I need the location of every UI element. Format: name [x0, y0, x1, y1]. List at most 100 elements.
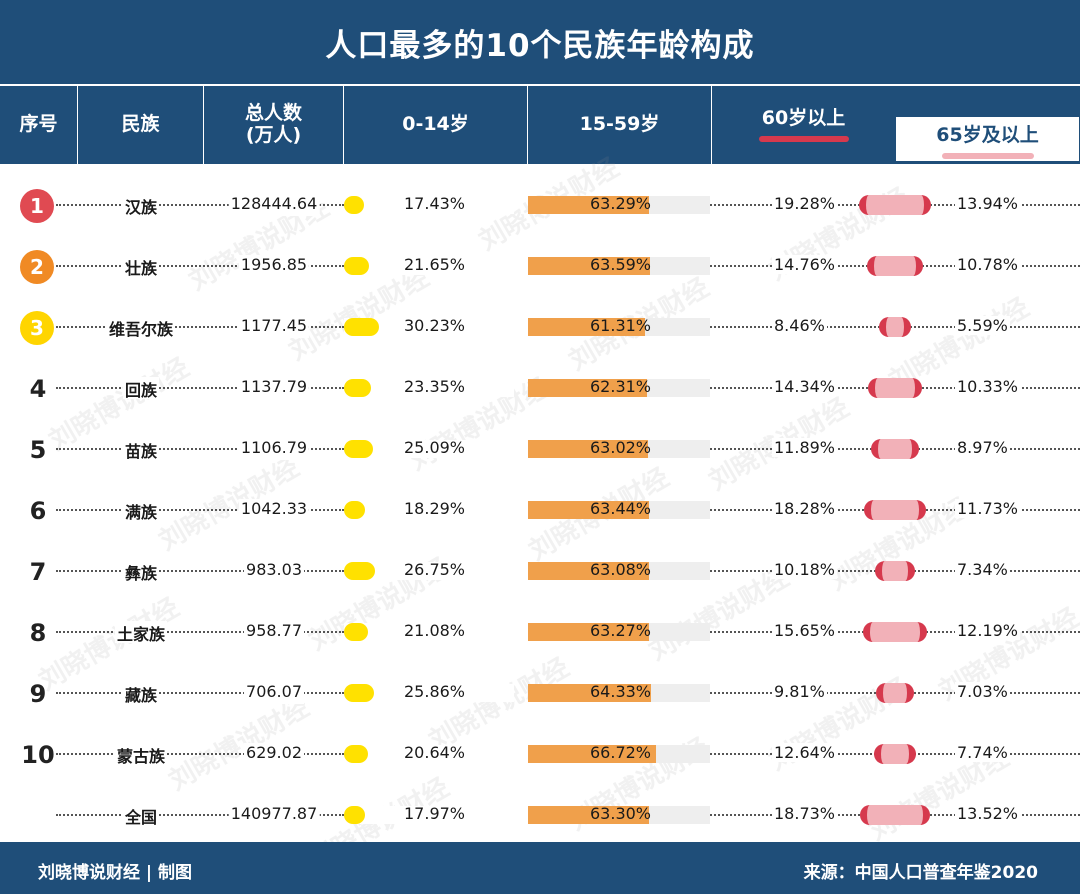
bar-0-14 [344, 745, 368, 763]
total-population: 1177.45 [238, 316, 310, 338]
rank-number: 6 [29, 497, 47, 525]
value-0-14: 20.64% [404, 743, 466, 762]
header-age-60: 60岁以上 [712, 86, 895, 164]
value-15-59: 63.02% [590, 438, 652, 457]
bar-15-59 [528, 196, 649, 214]
leader-line [56, 265, 344, 267]
bar-65 [858, 195, 932, 215]
bar-track-15-59 [528, 196, 710, 214]
bar-65 [875, 561, 915, 581]
bar-65 [875, 683, 915, 703]
bar-track-0-14 [344, 684, 514, 702]
leader-line [56, 692, 344, 694]
value-0-14: 30.23% [404, 316, 466, 335]
rank-number: 4 [29, 375, 47, 403]
footer-credit: 刘晓博说财经 | 制图 [38, 863, 193, 883]
value-60: 14.34% [772, 377, 838, 396]
rank-number: 5 [29, 436, 47, 464]
total-population: 128444.64 [228, 194, 320, 216]
table-row: 4 回族 1137.79 23.35% 62.31% 14.34% 10.33% [0, 347, 1080, 408]
ethnic-name: 维吾尔族 [106, 316, 176, 339]
table-row: 3 维吾尔族 1177.45 30.23% 61.31% 8.46% 5.59% [0, 286, 1080, 347]
leader-line [56, 204, 344, 206]
bar-0-14 [344, 501, 366, 519]
bar-0-14 [344, 440, 374, 458]
value-65: 8.97% [955, 438, 1010, 457]
bar-65 [859, 805, 931, 825]
table-row: 10 蒙古族 629.02 20.64% 66.72% 12.64% 7.74% [0, 713, 1080, 774]
bar-65 [871, 439, 919, 459]
header-age-60-label: 60岁以上 [761, 107, 846, 130]
leader-line [56, 631, 344, 633]
table-row: 5 苗族 1106.79 25.09% 63.02% 11.89% 8.97% [0, 408, 1080, 469]
total-population: 958.77 [244, 621, 304, 643]
value-65: 10.33% [955, 377, 1021, 396]
table-row: 1 汉族 128444.64 17.43% 63.29% 19.28% 13.94% [0, 164, 1080, 225]
value-15-59: 63.30% [590, 804, 652, 823]
bar-15-59 [528, 440, 649, 458]
bar-0-14 [344, 684, 374, 702]
bar-0-14 [344, 623, 369, 641]
value-0-14: 18.29% [404, 499, 466, 518]
bar-track-15-59 [528, 745, 710, 763]
table-body: 刘晓博说财经 刘晓博说财经 刘晓博说财经 刘晓博说财经 刘晓博说财经 刘晓博说财经 刘晓博说… [0, 153, 1080, 877]
leader-line [56, 570, 344, 572]
table-header: 序号 民族 总人数 (万人) 0-14岁 15-59岁 60岁以上 65岁及以上 [0, 84, 1080, 164]
value-15-59: 63.59% [590, 255, 652, 274]
ethnic-name: 满族 [122, 499, 160, 522]
bar-track-0-14 [344, 440, 514, 458]
age-60-underline [758, 135, 849, 142]
bar-15-59 [528, 684, 651, 702]
header-total-line1: 总人数 [244, 102, 302, 125]
rank-number: 9 [29, 680, 47, 708]
value-0-14: 17.43% [404, 194, 466, 213]
bar-0-14 [344, 318, 380, 336]
bar-track-15-59 [528, 379, 710, 397]
ethnic-name: 土家族 [114, 621, 168, 644]
value-15-59: 63.08% [590, 560, 652, 579]
bar-track-15-59 [528, 318, 710, 336]
ethnic-name: 彝族 [122, 560, 160, 583]
value-0-14: 25.86% [404, 682, 466, 701]
table-row: 2 壮族 1956.85 21.65% 63.59% 14.76% 10.78% [0, 225, 1080, 286]
value-15-59: 63.29% [590, 194, 652, 213]
ethnic-name: 藏族 [122, 682, 160, 705]
ethnic-name: 全国 [122, 804, 160, 827]
value-0-14: 17.97% [404, 804, 466, 823]
header-age-15-59: 15-59岁 [528, 86, 712, 164]
bar-track-15-59 [528, 440, 710, 458]
table-row: 8 土家族 958.77 21.08% 63.27% 15.65% 12.19% [0, 591, 1080, 652]
rank-number: 1 [20, 189, 54, 223]
bar-0-14 [344, 257, 370, 275]
bar-track-15-59 [528, 501, 710, 519]
bar-0-14 [344, 379, 372, 397]
value-60: 8.46% [772, 316, 827, 335]
value-65: 12.19% [955, 621, 1021, 640]
header-rank: 序号 [0, 86, 78, 164]
header-age-65-label: 65岁及以上 [936, 123, 1039, 146]
bar-15-59 [528, 562, 649, 580]
bar-track-15-59 [528, 623, 710, 641]
title-bar: 人口最多的10个民族年龄构成 [0, 0, 1080, 84]
bar-track-0-14 [344, 745, 514, 763]
table-row: 6 满族 1042.33 18.29% 63.44% 18.28% 11.73% [0, 469, 1080, 530]
value-65: 7.03% [955, 682, 1010, 701]
value-15-59: 63.44% [590, 499, 652, 518]
bar-track-0-14 [344, 257, 514, 275]
bar-15-59 [528, 806, 649, 824]
bar-track-0-14 [344, 379, 514, 397]
value-60: 9.81% [772, 682, 827, 701]
value-15-59: 66.72% [590, 743, 652, 762]
bar-track-0-14 [344, 196, 514, 214]
value-60: 19.28% [772, 194, 838, 213]
ethnic-name: 汉族 [122, 194, 160, 217]
bar-track-15-59 [528, 257, 710, 275]
bar-15-59 [528, 745, 656, 763]
bar-65 [864, 500, 926, 520]
rank-number: 3 [20, 311, 54, 345]
bar-track-15-59 [528, 806, 710, 824]
bar-track-15-59 [528, 684, 710, 702]
value-60: 12.64% [772, 743, 838, 762]
value-15-59: 63.27% [590, 621, 652, 640]
leader-line [56, 753, 344, 755]
